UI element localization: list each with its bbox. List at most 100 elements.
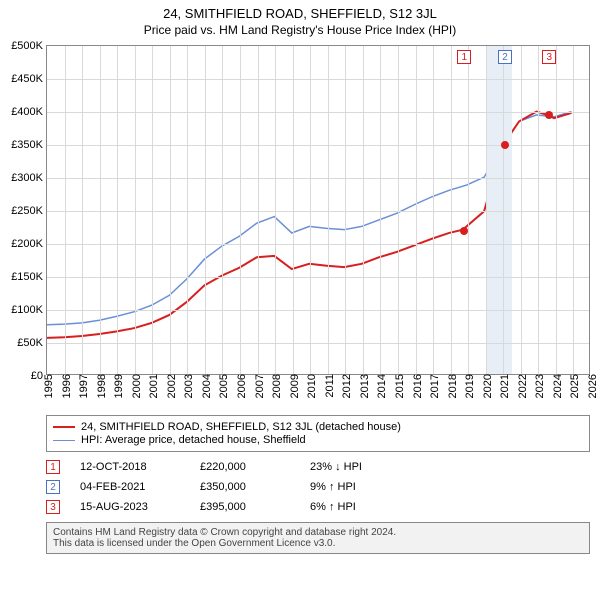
gridline-v: [170, 46, 171, 374]
gridline-v: [100, 46, 101, 374]
x-tick-label: 2000: [131, 374, 143, 398]
covid-band: [486, 46, 512, 374]
gridline-v: [328, 46, 329, 374]
gridline-h: [47, 277, 589, 278]
y-tick-label: £500K: [1, 40, 43, 52]
legend-swatch: [53, 440, 75, 441]
transaction-marker: 2: [46, 480, 60, 494]
chart-marker-2: 2: [498, 50, 512, 64]
footer-line1: Contains HM Land Registry data © Crown c…: [53, 527, 583, 538]
transaction-marker: 3: [46, 500, 60, 514]
x-tick-label: 1995: [43, 374, 55, 398]
gridline-v: [187, 46, 188, 374]
gridline-v: [573, 46, 574, 374]
gridline-v: [451, 46, 452, 374]
x-tick-label: 2017: [429, 374, 441, 398]
transactions-table: 112-OCT-2018£220,00023% ↓ HPI204-FEB-202…: [46, 460, 590, 514]
transaction-delta: 9% ↑ HPI: [310, 481, 400, 493]
x-tick-label: 2026: [587, 374, 599, 398]
x-tick-label: 1999: [113, 374, 125, 398]
gridline-h: [47, 211, 589, 212]
sale-point-1: [460, 227, 468, 235]
sale-point-3: [545, 111, 553, 119]
plot-area: £0£50K£100K£150K£200K£250K£300K£350K£400…: [46, 45, 590, 375]
y-tick-label: £450K: [1, 73, 43, 85]
gridline-v: [205, 46, 206, 374]
legend: 24, SMITHFIELD ROAD, SHEFFIELD, S12 3JL …: [46, 415, 590, 452]
x-tick-label: 1996: [61, 374, 73, 398]
legend-row: HPI: Average price, detached house, Shef…: [53, 434, 583, 446]
gridline-h: [47, 343, 589, 344]
gridline-v: [135, 46, 136, 374]
sale-point-2: [501, 141, 509, 149]
gridline-v: [538, 46, 539, 374]
legend-swatch: [53, 426, 75, 428]
transaction-price: £220,000: [200, 461, 290, 473]
gridline-v: [345, 46, 346, 374]
x-tick-label: 2020: [482, 374, 494, 398]
transaction-row: 3 15-AUG-2023 £395,000 6% ↑ HPI: [46, 500, 590, 514]
x-tick-label: 2015: [394, 374, 406, 398]
gridline-v: [433, 46, 434, 374]
x-tick-label: 2012: [341, 374, 353, 398]
x-tick-label: 2024: [552, 374, 564, 398]
x-tick-label: 2025: [569, 374, 581, 398]
gridline-v: [416, 46, 417, 374]
footer-line2: This data is licensed under the Open Gov…: [53, 538, 583, 549]
gridline-h: [47, 178, 589, 179]
x-tick-label: 2018: [447, 374, 459, 398]
chart-marker-1: 1: [457, 50, 471, 64]
gridline-v: [310, 46, 311, 374]
y-tick-label: £100K: [1, 304, 43, 316]
gridline-v: [82, 46, 83, 374]
x-tick-label: 2009: [289, 374, 301, 398]
x-tick-label: 2005: [218, 374, 230, 398]
x-tick-label: 2016: [412, 374, 424, 398]
x-tick-label: 2001: [148, 374, 160, 398]
gridline-h: [47, 112, 589, 113]
gridline-v: [117, 46, 118, 374]
transaction-date: 15-AUG-2023: [80, 501, 180, 513]
gridline-v: [468, 46, 469, 374]
x-tick-label: 2014: [376, 374, 388, 398]
gridline-h: [47, 79, 589, 80]
transaction-delta: 23% ↓ HPI: [310, 461, 400, 473]
x-tick-label: 2011: [324, 374, 336, 398]
gridline-v: [240, 46, 241, 374]
transaction-row: 204-FEB-2021£350,0009% ↑ HPI: [46, 480, 590, 494]
legend-row: 24, SMITHFIELD ROAD, SHEFFIELD, S12 3JL …: [53, 421, 583, 433]
x-tick-label: 2004: [201, 374, 213, 398]
footer-attribution: Contains HM Land Registry data © Crown c…: [46, 522, 590, 554]
x-tick-label: 2013: [359, 374, 371, 398]
x-tick-label: 2023: [534, 374, 546, 398]
transaction-price: £395,000: [200, 501, 290, 513]
gridline-v: [293, 46, 294, 374]
gridline-v: [275, 46, 276, 374]
x-tick-label: 1998: [96, 374, 108, 398]
y-tick-label: £50K: [1, 337, 43, 349]
gridline-v: [65, 46, 66, 374]
title-subtitle: Price paid vs. HM Land Registry's House …: [0, 23, 600, 37]
gridline-v: [258, 46, 259, 374]
x-tick-label: 2022: [517, 374, 529, 398]
gridline-v: [503, 46, 504, 374]
transaction-date: 12-OCT-2018: [80, 461, 180, 473]
gridline-v: [556, 46, 557, 374]
x-tick-label: 2002: [166, 374, 178, 398]
title-block: 24, SMITHFIELD ROAD, SHEFFIELD, S12 3JL …: [0, 0, 600, 37]
transaction-marker: 1: [46, 460, 60, 474]
transaction-delta: 6% ↑ HPI: [310, 501, 400, 513]
x-tick-label: 2019: [464, 374, 476, 398]
legend-label: 24, SMITHFIELD ROAD, SHEFFIELD, S12 3JL …: [81, 421, 401, 433]
chart-marker-3: 3: [542, 50, 556, 64]
legend-label: HPI: Average price, detached house, Shef…: [81, 434, 306, 446]
gridline-v: [222, 46, 223, 374]
gridline-v: [486, 46, 487, 374]
y-tick-label: £300K: [1, 172, 43, 184]
gridline-v: [521, 46, 522, 374]
transaction-row: 1 12-OCT-2018 £220,000 23% ↓ HPI: [46, 460, 590, 474]
gridline-v: [152, 46, 153, 374]
y-tick-label: £250K: [1, 205, 43, 217]
transaction-price: £350,000: [200, 481, 290, 493]
gridline-v: [398, 46, 399, 374]
